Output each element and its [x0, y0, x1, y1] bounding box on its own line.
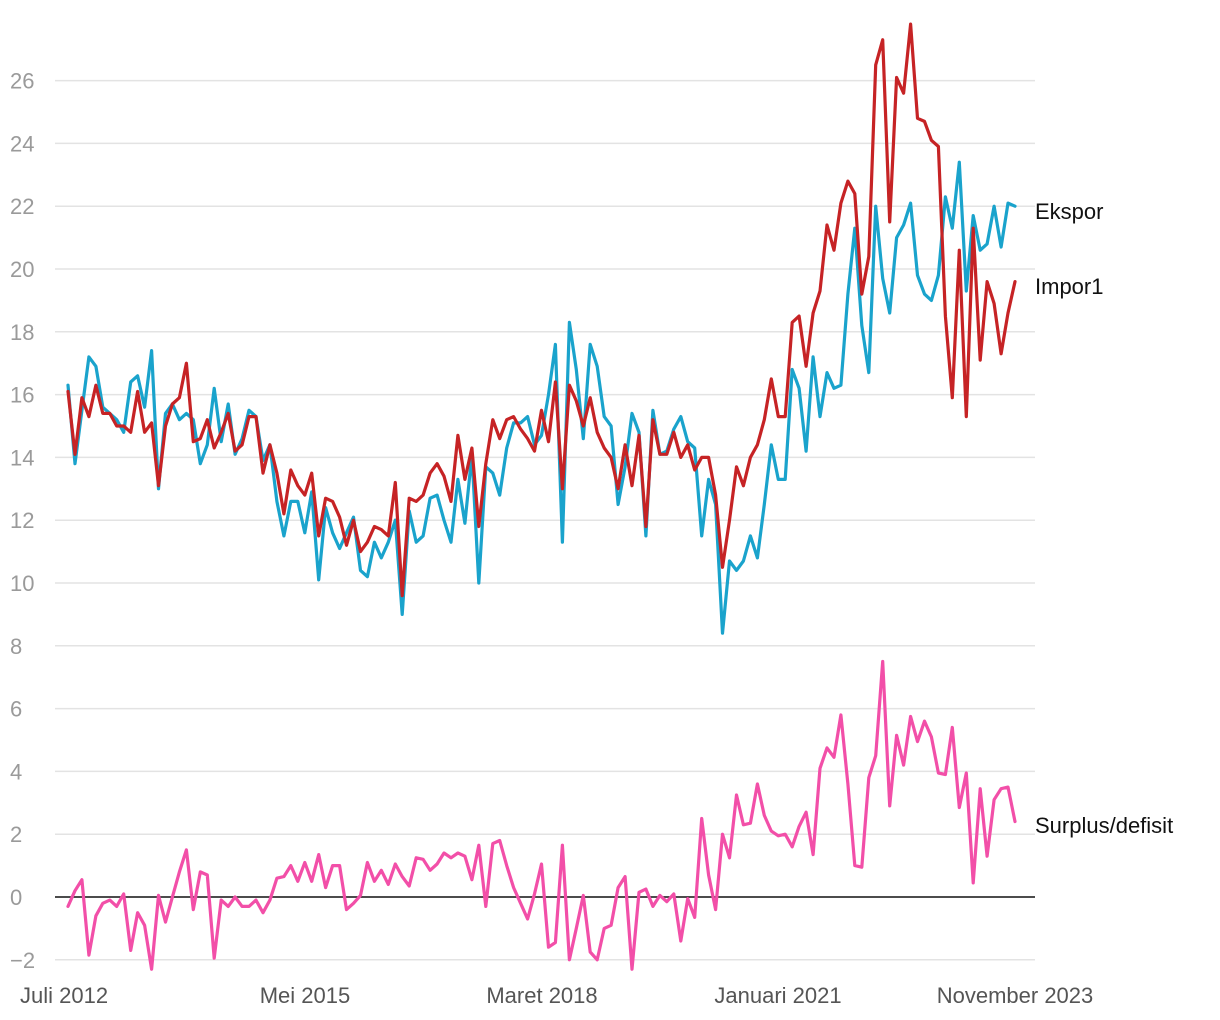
- y-tick-label-2: 2: [10, 822, 22, 847]
- y-tick-label-16: 16: [10, 383, 34, 408]
- series-label-surplus-defisit: Surplus/defisit: [1035, 813, 1173, 838]
- series-label-impor1: Impor1: [1035, 274, 1103, 299]
- series-line-impor1: [66, 22, 1017, 598]
- x-tick-label-3: Januari 2021: [714, 983, 841, 1008]
- y-tick-label-6: 6: [10, 697, 22, 722]
- series-label-ekspor: Ekspor: [1035, 199, 1103, 224]
- y-tick-label-8: 8: [10, 634, 22, 659]
- series-line-surplus-defisit: [66, 659, 1017, 971]
- x-axis-tick-labels: Juli 2012 Mei 2015 Maret 2018 Januari 2021 N…: [20, 983, 1093, 1008]
- y-tick-label-26: 26: [10, 69, 34, 94]
- y-tick-label-24: 24: [10, 131, 34, 156]
- x-tick-label-4: November 2023: [937, 983, 1094, 1008]
- y-tick-label-4: 4: [10, 759, 22, 784]
- series-line-ekspor: [66, 160, 1017, 635]
- y-tick-label-18: 18: [10, 320, 34, 345]
- series-lines: [66, 22, 1017, 971]
- y-tick-label-14: 14: [10, 445, 34, 470]
- y-tick-label-12: 12: [10, 508, 34, 533]
- x-tick-label-2: Maret 2018: [486, 983, 597, 1008]
- y-tick-label-0: 0: [10, 885, 22, 910]
- x-tick-label-1: Mei 2015: [260, 983, 351, 1008]
- y-tick-label-20: 20: [10, 257, 34, 282]
- y-tick-label-22: 22: [10, 194, 34, 219]
- series-end-labels: Ekspor Impor1 Surplus/defisit: [1035, 199, 1173, 838]
- y-tick-label-10: 10: [10, 571, 34, 596]
- y-tick-label--2: −2: [10, 948, 35, 973]
- x-tick-label-0: Juli 2012: [20, 983, 108, 1008]
